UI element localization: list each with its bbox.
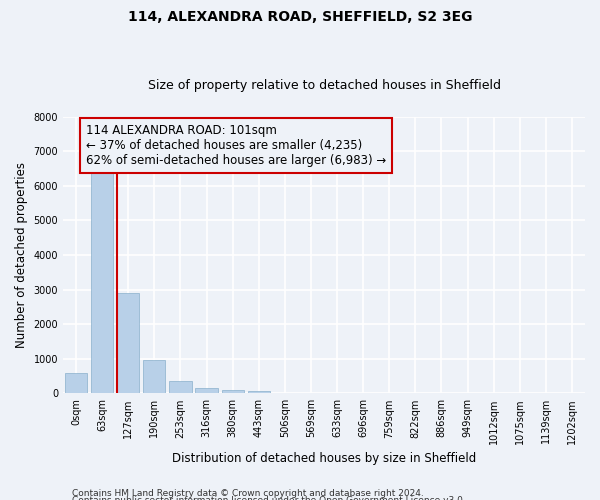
Bar — [169, 381, 191, 394]
Text: Contains public sector information licensed under the Open Government Licence v3: Contains public sector information licen… — [72, 496, 466, 500]
Bar — [143, 360, 166, 394]
Text: Contains HM Land Registry data © Crown copyright and database right 2024.: Contains HM Land Registry data © Crown c… — [72, 488, 424, 498]
Title: Size of property relative to detached houses in Sheffield: Size of property relative to detached ho… — [148, 79, 500, 92]
Bar — [196, 388, 218, 394]
Bar — [117, 293, 139, 394]
Bar — [248, 391, 270, 394]
Y-axis label: Number of detached properties: Number of detached properties — [15, 162, 28, 348]
Text: 114 ALEXANDRA ROAD: 101sqm
← 37% of detached houses are smaller (4,235)
62% of s: 114 ALEXANDRA ROAD: 101sqm ← 37% of deta… — [86, 124, 386, 168]
X-axis label: Distribution of detached houses by size in Sheffield: Distribution of detached houses by size … — [172, 452, 476, 465]
Bar — [91, 172, 113, 394]
Text: 114, ALEXANDRA ROAD, SHEFFIELD, S2 3EG: 114, ALEXANDRA ROAD, SHEFFIELD, S2 3EG — [128, 10, 472, 24]
Bar — [65, 374, 87, 394]
Bar — [221, 390, 244, 394]
